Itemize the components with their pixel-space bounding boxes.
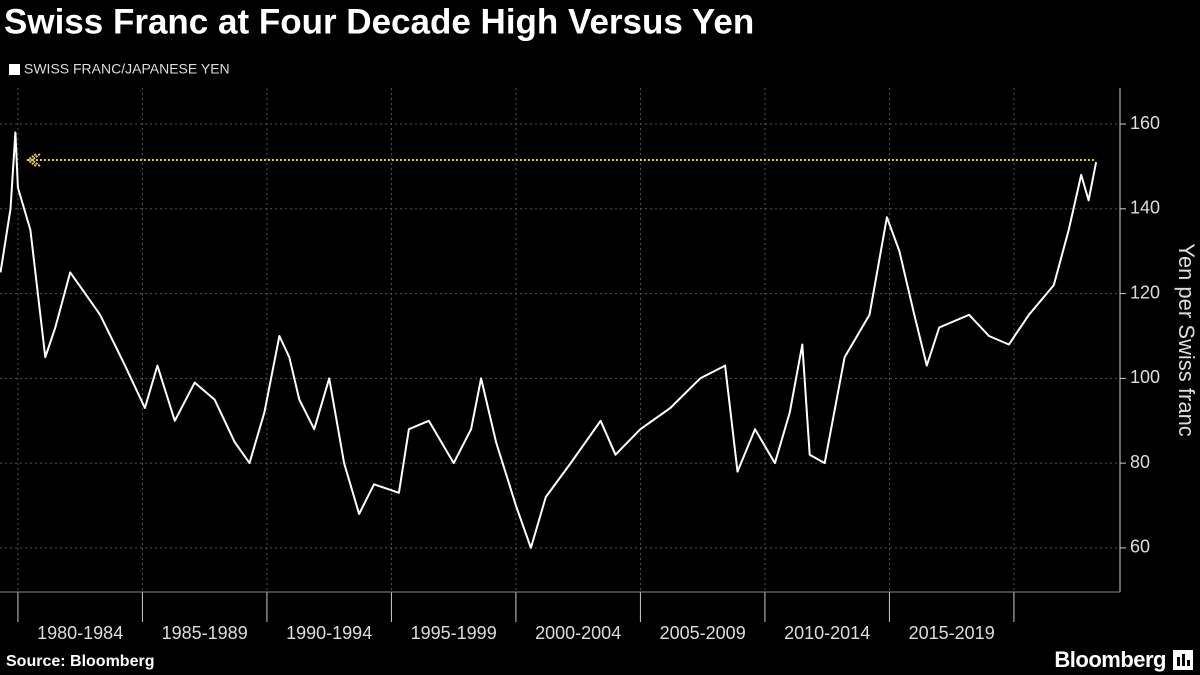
y-axis-label: Yen per Swiss franc [1174, 243, 1199, 437]
x-tick-label: 1980-1984 [37, 623, 123, 643]
reference-arrow [30, 153, 41, 167]
source: Source: Bloomberg [6, 653, 154, 670]
x-tick-label: 2010-2014 [784, 623, 870, 643]
legend-swatch [9, 64, 20, 75]
x-tick-label: 2015-2019 [909, 623, 995, 643]
y-tick-label: 120 [1130, 282, 1160, 302]
x-tick-label: 1995-1999 [411, 623, 497, 643]
y-tick-label: 140 [1130, 198, 1160, 218]
reference-arrow [26, 153, 37, 167]
x-tick-label: 2000-2004 [535, 623, 621, 643]
x-tick-label: 1990-1994 [286, 623, 372, 643]
series-line [0, 131, 1098, 549]
x-tick-label: 1985-1989 [162, 623, 248, 643]
y-tick-label: 80 [1130, 452, 1150, 472]
chart-title: Swiss Franc at Four Decade High Versus Y… [4, 2, 754, 41]
brand-icon-bar [1187, 660, 1190, 666]
x-tick-label: 2005-2009 [660, 623, 746, 643]
y-tick-label: 100 [1130, 367, 1160, 387]
brand-icon-bar [1182, 654, 1185, 666]
y-tick-label: 160 [1130, 113, 1160, 133]
brand-icon-bar [1177, 657, 1180, 666]
y-tick-label: 60 [1130, 537, 1150, 557]
brand: Bloomberg [1054, 647, 1166, 672]
legend-label: SWISS FRANC/JAPANESE YEN [24, 61, 230, 77]
